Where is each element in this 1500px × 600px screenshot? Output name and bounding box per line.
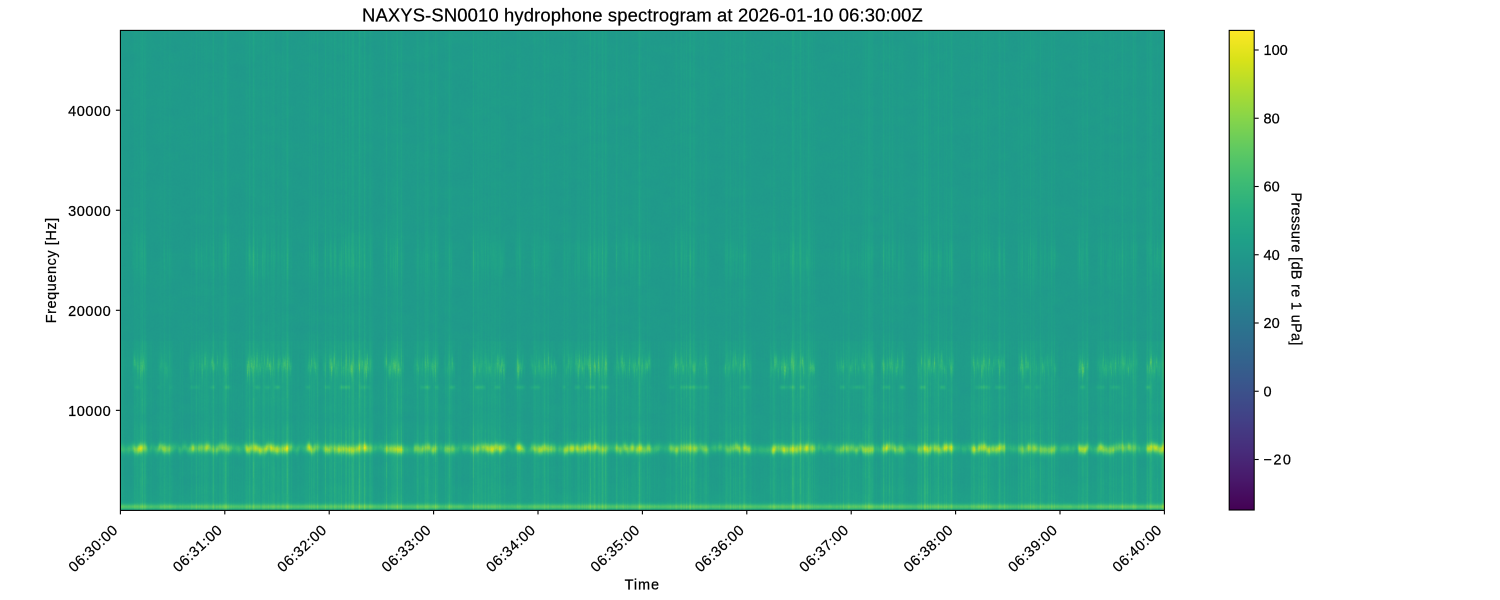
svg-text:06:30:00: 06:30:00 (66, 522, 122, 575)
svg-text:60: 60 (1264, 180, 1280, 196)
svg-text:06:33:00: 06:33:00 (379, 522, 435, 575)
svg-text:Frequency [Hz]: Frequency [Hz] (44, 217, 60, 323)
svg-text:Pressure [dB re 1 uPa]: Pressure [dB re 1 uPa] (1288, 192, 1304, 345)
svg-text:06:40:00: 06:40:00 (1110, 522, 1166, 575)
svg-text:06:35:00: 06:35:00 (588, 522, 644, 575)
svg-text:80: 80 (1264, 111, 1280, 127)
svg-text:10000: 10000 (68, 404, 111, 420)
svg-text:20000: 20000 (68, 304, 111, 320)
svg-text:NAXYS-SN0010 hydrophone spectr: NAXYS-SN0010 hydrophone spectrogram at 2… (362, 5, 923, 26)
svg-text:06:36:00: 06:36:00 (692, 522, 748, 575)
svg-text:40000: 40000 (68, 104, 111, 120)
svg-text:100: 100 (1264, 43, 1288, 59)
svg-text:06:37:00: 06:37:00 (797, 522, 853, 575)
svg-text:40: 40 (1264, 248, 1280, 264)
svg-text:30000: 30000 (68, 204, 111, 220)
svg-text:−20: −20 (1264, 453, 1293, 469)
svg-text:06:32:00: 06:32:00 (275, 522, 331, 575)
svg-text:06:34:00: 06:34:00 (484, 522, 540, 575)
svg-text:06:31:00: 06:31:00 (170, 522, 226, 575)
svg-text:0: 0 (1264, 384, 1272, 400)
svg-text:06:38:00: 06:38:00 (901, 522, 957, 575)
svg-text:06:39:00: 06:39:00 (1006, 522, 1062, 575)
svg-text:20: 20 (1264, 316, 1280, 332)
svg-text:Time: Time (625, 578, 660, 594)
